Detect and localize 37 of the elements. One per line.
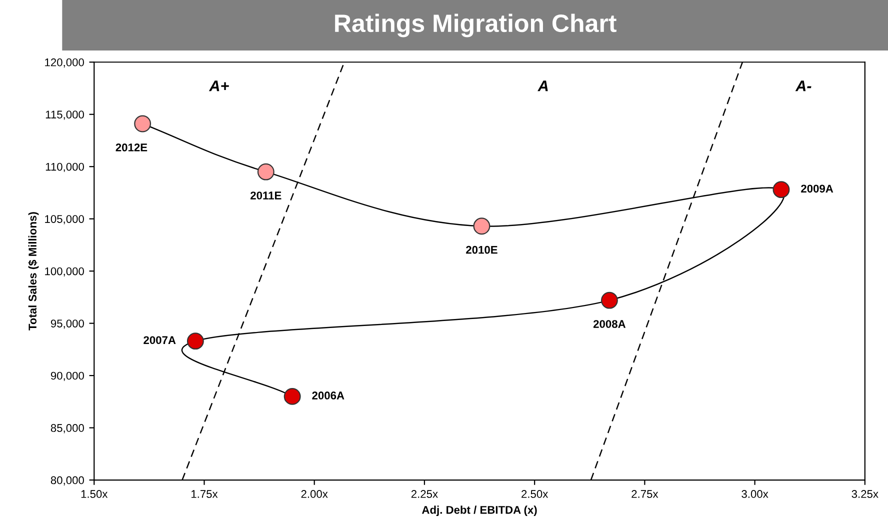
y-tick-label: 120,000 <box>45 58 84 68</box>
x-tick-label: 2.75x <box>632 490 658 498</box>
annotation: A <box>538 80 548 92</box>
y-tick-label: 80,000 <box>50 476 84 486</box>
y-tick-label: 110,000 <box>46 162 84 172</box>
x-tick-label: 2.00x <box>301 490 328 498</box>
y-tick-label: 115,000 <box>46 110 84 120</box>
y-axis-title: Total Sales ($ Millions) <box>28 212 39 330</box>
x-axis-title: Adj. Debt / EBITDA (x) <box>422 506 537 516</box>
point <box>772 181 790 198</box>
y-tick-label: 100,000 <box>45 267 84 277</box>
y-tick-label: 95,000 <box>50 320 84 329</box>
x-tick-label: 2.50x <box>522 490 548 498</box>
annotation: 2010E <box>466 246 498 254</box>
y-tick-label: 85,000 <box>50 424 84 434</box>
annotation: 2008A <box>593 320 626 328</box>
point <box>284 388 301 405</box>
annotation: A- <box>795 80 812 92</box>
point <box>186 332 204 350</box>
y-tick-label: 105,000 <box>45 215 84 224</box>
chart-title: Ratings Migration Chart <box>335 14 616 38</box>
x-tick-label: 3.00x <box>742 490 768 498</box>
annotation: 2006A <box>312 392 344 400</box>
y-tick-label: 90,000 <box>50 372 84 381</box>
x-tick-label: 3.25x <box>852 490 878 498</box>
point <box>600 292 618 309</box>
annotation: 2011E <box>250 192 282 200</box>
annotation: 2012E <box>116 144 148 152</box>
x-tick-label: 1.50x <box>81 490 108 498</box>
annotation: 2007A <box>144 336 176 344</box>
annotation: A+ <box>208 80 229 92</box>
point <box>134 115 152 132</box>
point <box>473 218 490 235</box>
annotation: 2009A <box>801 184 834 193</box>
point <box>257 163 274 180</box>
x-tick-label: 1.75x <box>192 490 218 498</box>
x-tick-label: 2.25x <box>411 490 438 498</box>
